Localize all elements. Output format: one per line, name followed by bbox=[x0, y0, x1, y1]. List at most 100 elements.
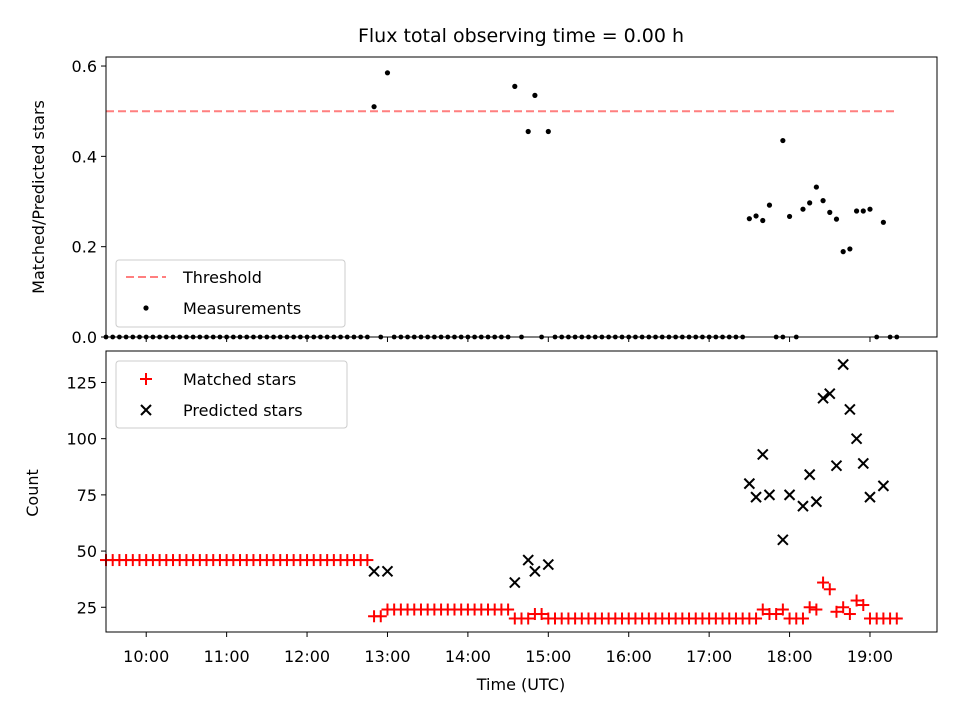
measurement-point bbox=[545, 128, 551, 135]
predicted-star-marker bbox=[368, 565, 380, 578]
top-y-tick-label: 0.6 bbox=[72, 57, 97, 76]
measurement-point bbox=[786, 213, 793, 220]
measurement-point bbox=[827, 209, 833, 215]
x-tick-label: 11:00 bbox=[204, 647, 250, 666]
top-y-axis-label: Matched/Predicted stars bbox=[29, 100, 48, 294]
predicted-star-marker bbox=[542, 558, 555, 571]
top-y-tick-label: 0.2 bbox=[72, 238, 97, 257]
measurement-point bbox=[384, 70, 391, 76]
measurement-point bbox=[867, 206, 873, 212]
bottom-legend-box bbox=[115, 360, 348, 429]
measurement-point bbox=[766, 202, 773, 208]
predicted-star-marker bbox=[877, 480, 890, 492]
bottom-legend: Matched stars Predicted stars bbox=[115, 360, 348, 429]
matched-star-marker bbox=[770, 608, 783, 621]
predicted-star-marker bbox=[757, 448, 769, 461]
top-y-tick-label: 0.0 bbox=[72, 328, 97, 347]
predicted-star-marker bbox=[777, 534, 789, 546]
legend-measurements-label: Measurements bbox=[183, 299, 301, 318]
matched-star-marker bbox=[535, 608, 548, 621]
matched-star-marker bbox=[803, 601, 816, 614]
x-tick-label: 13:00 bbox=[364, 647, 410, 666]
matched-star-marker bbox=[776, 603, 789, 616]
matched-star-marker bbox=[361, 554, 374, 567]
x-tick-label: 14:00 bbox=[445, 647, 491, 666]
x-tick-label: 19:00 bbox=[847, 647, 893, 666]
measurement-point bbox=[853, 208, 860, 214]
measurement-point bbox=[807, 200, 813, 206]
predicted-star-marker bbox=[837, 358, 849, 371]
matched-star-marker bbox=[857, 599, 870, 612]
x-tick-label: 12:00 bbox=[284, 647, 330, 666]
legend-matched-label: Matched stars bbox=[183, 370, 296, 389]
x-tick-label: 18:00 bbox=[767, 647, 813, 666]
predicted-star-marker bbox=[509, 576, 521, 589]
legend-predicted-label: Predicted stars bbox=[183, 401, 303, 420]
predicted-star-marker bbox=[743, 477, 756, 490]
chart-title: Flux total observing time = 0.00 h bbox=[358, 25, 684, 47]
x-tick-label: 15:00 bbox=[525, 647, 571, 666]
matched-star-marker bbox=[817, 576, 830, 589]
measurement-point bbox=[512, 83, 518, 89]
bottom-y-tick-label: 25 bbox=[77, 598, 97, 617]
predicted-star-marker bbox=[783, 489, 796, 501]
bottom-y-tick-label: 100 bbox=[66, 430, 97, 449]
measurement-point bbox=[800, 206, 806, 212]
matched-star-marker bbox=[843, 608, 856, 621]
matched-star-marker bbox=[823, 583, 836, 596]
matched-star-marker bbox=[850, 594, 863, 607]
top-legend-box bbox=[115, 259, 346, 328]
predicted-star-marker bbox=[750, 491, 762, 503]
legend-predicted-swatch bbox=[140, 404, 152, 416]
bottom-panel: 25 50 75 100 125 10:00 11:00 12:00 13:00 14:00 15… bbox=[23, 350, 938, 694]
predicted-star-marker bbox=[797, 500, 809, 512]
predicted-star-marker bbox=[864, 491, 876, 503]
measurement-point bbox=[371, 104, 377, 110]
matched-star-marker bbox=[796, 612, 809, 625]
measurement-point bbox=[860, 208, 866, 214]
x-axis-label: Time (UTC) bbox=[476, 675, 565, 694]
measurement-point bbox=[820, 198, 826, 204]
matched-star-marker bbox=[810, 603, 823, 616]
matched-star-marker bbox=[374, 610, 387, 623]
predicted-star-marker bbox=[763, 489, 776, 501]
measurement-point bbox=[813, 184, 819, 190]
bottom-y-tick-label: 75 bbox=[77, 486, 97, 505]
predicted-star-marker bbox=[850, 432, 863, 445]
matched-star-marker bbox=[756, 603, 769, 616]
measurement-point bbox=[780, 137, 786, 144]
matched-star-marker bbox=[837, 601, 850, 614]
predicted-star-marker bbox=[844, 403, 856, 416]
measurement-point bbox=[753, 213, 759, 219]
matched-star-marker bbox=[522, 612, 535, 625]
predicted-star-marker bbox=[830, 459, 843, 472]
top-y-tick-label: 0.4 bbox=[72, 147, 97, 166]
predicted-star-marker bbox=[522, 554, 534, 566]
predicted-star-marker bbox=[857, 457, 869, 470]
matched-star-marker bbox=[750, 612, 763, 625]
legend-matched-swatch bbox=[140, 373, 152, 385]
predicted-star-marker bbox=[824, 388, 836, 400]
x-tick-label: 17:00 bbox=[686, 647, 732, 666]
top-legend: Threshold Measurements bbox=[115, 259, 346, 328]
measurement-point bbox=[833, 216, 840, 222]
x-tick-label: 10:00 bbox=[123, 647, 169, 666]
bottom-axes-frame bbox=[105, 350, 938, 633]
matched-star-marker bbox=[890, 612, 903, 625]
measurement-point bbox=[532, 92, 538, 98]
predicted-star-marker bbox=[529, 565, 541, 578]
matched-star-marker bbox=[502, 603, 515, 616]
measurement-point bbox=[840, 249, 846, 255]
measurement-point bbox=[880, 219, 886, 225]
predicted-star-marker bbox=[817, 392, 829, 404]
x-tick-label: 16:00 bbox=[606, 647, 652, 666]
bottom-y-tick-label: 50 bbox=[77, 542, 97, 561]
measurement-point bbox=[847, 246, 853, 252]
top-axes-frame bbox=[105, 56, 938, 338]
bottom-y-axis-label: Count bbox=[23, 469, 42, 517]
matched-star-marker bbox=[830, 605, 843, 618]
predicted-star-marker bbox=[810, 495, 823, 508]
measurement-point bbox=[525, 128, 531, 135]
